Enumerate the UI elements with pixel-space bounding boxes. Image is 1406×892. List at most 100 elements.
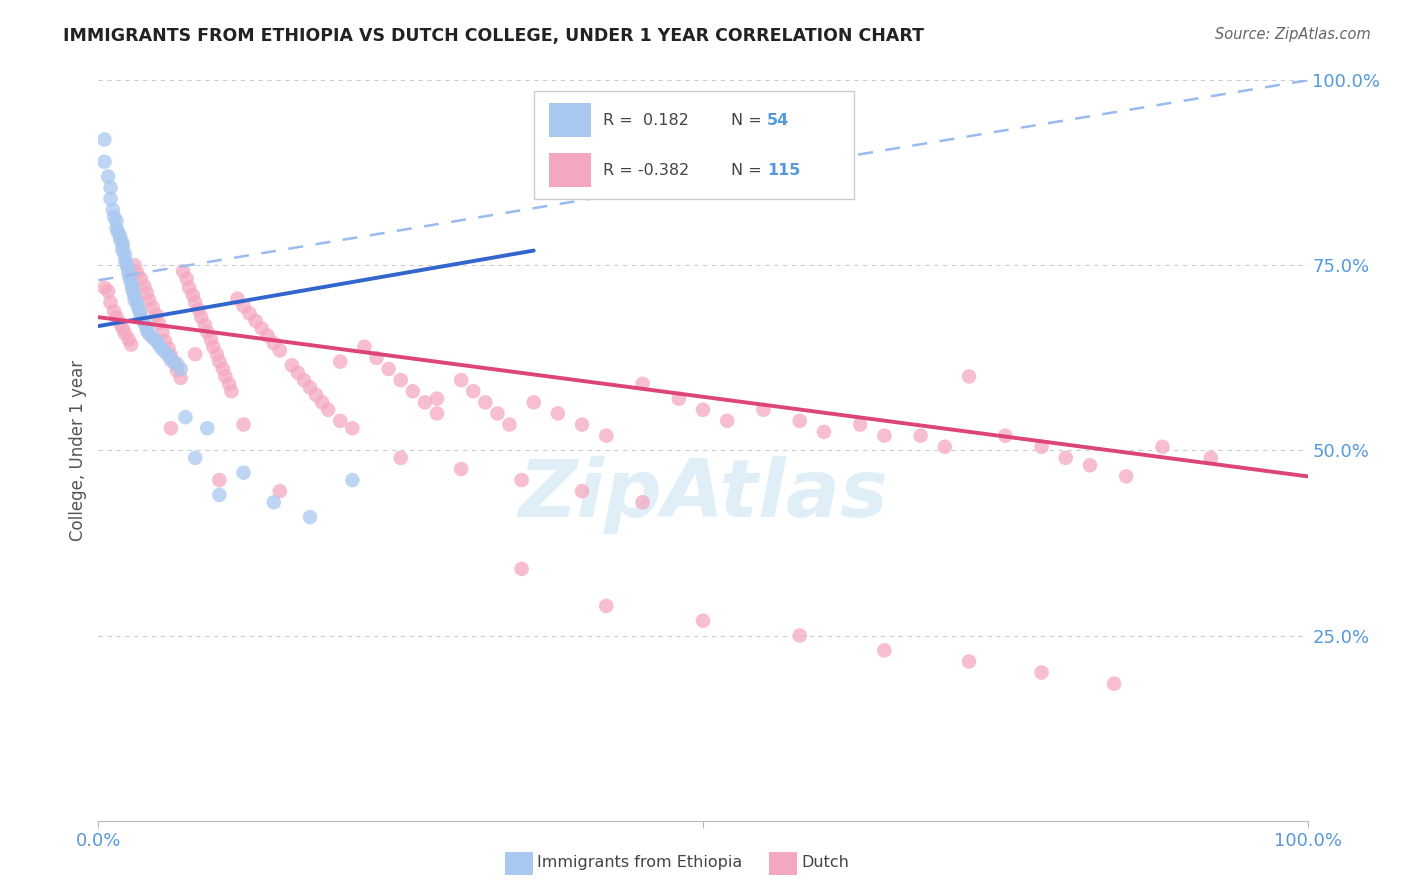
Point	[121, 279, 143, 293]
Point	[120, 276, 142, 290]
Point	[160, 349, 183, 363]
Point	[498, 417, 520, 432]
Point	[118, 264, 141, 278]
Point	[402, 384, 425, 399]
Text: R =  0.182: R = 0.182	[603, 112, 689, 128]
Point	[287, 366, 309, 380]
Point	[184, 347, 207, 361]
Point	[250, 321, 273, 335]
Point	[103, 304, 125, 318]
Point	[208, 488, 231, 502]
Point	[311, 395, 333, 409]
Point	[142, 331, 165, 345]
Point	[100, 192, 122, 206]
Point	[292, 373, 315, 387]
Point	[426, 392, 449, 406]
Point	[131, 312, 153, 326]
Point	[1102, 676, 1125, 690]
Point	[329, 354, 352, 368]
Point	[342, 473, 364, 487]
Point	[100, 295, 122, 310]
Point	[450, 462, 472, 476]
Point	[153, 334, 176, 348]
Point	[232, 299, 254, 313]
Point	[200, 332, 222, 346]
Point	[256, 328, 278, 343]
Point	[111, 236, 134, 251]
Point	[114, 247, 136, 261]
Point	[169, 371, 191, 385]
Point	[93, 280, 115, 294]
Point	[631, 376, 654, 391]
Point	[163, 356, 186, 370]
Text: Dutch: Dutch	[801, 855, 849, 870]
Point	[463, 384, 485, 399]
Point	[263, 336, 285, 351]
Point	[121, 282, 143, 296]
Point	[142, 301, 165, 315]
Point	[316, 402, 339, 417]
Point	[208, 473, 231, 487]
Point	[450, 373, 472, 387]
Point	[208, 354, 231, 368]
Point	[269, 343, 291, 358]
FancyBboxPatch shape	[769, 852, 797, 875]
Point	[474, 395, 496, 409]
Point	[342, 421, 364, 435]
Point	[135, 324, 157, 338]
Text: R = -0.382: R = -0.382	[603, 162, 689, 178]
Point	[166, 357, 188, 371]
Point	[134, 316, 156, 330]
Point	[510, 562, 533, 576]
Point	[910, 428, 932, 442]
Point	[571, 417, 593, 432]
Point	[1115, 469, 1137, 483]
Point	[105, 310, 128, 325]
Point	[299, 380, 322, 394]
Point	[138, 293, 160, 308]
Point	[221, 384, 243, 399]
Point	[205, 347, 228, 361]
Point	[195, 421, 218, 435]
Point	[263, 495, 285, 509]
Point	[166, 363, 188, 377]
Point	[124, 293, 146, 308]
Point	[245, 314, 267, 328]
Point	[93, 154, 115, 169]
Point	[232, 466, 254, 480]
Point	[190, 310, 212, 325]
Point	[124, 259, 146, 273]
Point	[226, 292, 249, 306]
Point	[269, 484, 291, 499]
Point	[157, 349, 180, 363]
Point	[118, 271, 141, 285]
Point	[100, 180, 122, 194]
Point	[957, 655, 980, 669]
Point	[1031, 440, 1053, 454]
Point	[218, 376, 240, 391]
Point	[111, 321, 134, 335]
Point	[281, 359, 304, 373]
Point	[873, 643, 896, 657]
Point	[118, 267, 141, 281]
Point	[239, 306, 262, 320]
Point	[105, 214, 128, 228]
Point	[127, 301, 149, 315]
Point	[118, 332, 141, 346]
Text: Source: ZipAtlas.com: Source: ZipAtlas.com	[1215, 27, 1371, 42]
Point	[413, 395, 436, 409]
Point	[547, 407, 569, 421]
Point	[169, 362, 191, 376]
Point	[160, 353, 183, 368]
Point	[813, 425, 835, 439]
Text: 115: 115	[768, 162, 800, 178]
Point	[93, 132, 115, 146]
Text: IMMIGRANTS FROM ETHIOPIA VS DUTCH COLLEGE, UNDER 1 YEAR CORRELATION CHART: IMMIGRANTS FROM ETHIOPIA VS DUTCH COLLEG…	[63, 27, 924, 45]
Point	[329, 414, 352, 428]
Point	[127, 297, 149, 311]
Point	[1199, 450, 1222, 465]
Point	[103, 211, 125, 225]
Point	[187, 302, 209, 317]
Point	[150, 341, 173, 355]
Point	[668, 392, 690, 406]
